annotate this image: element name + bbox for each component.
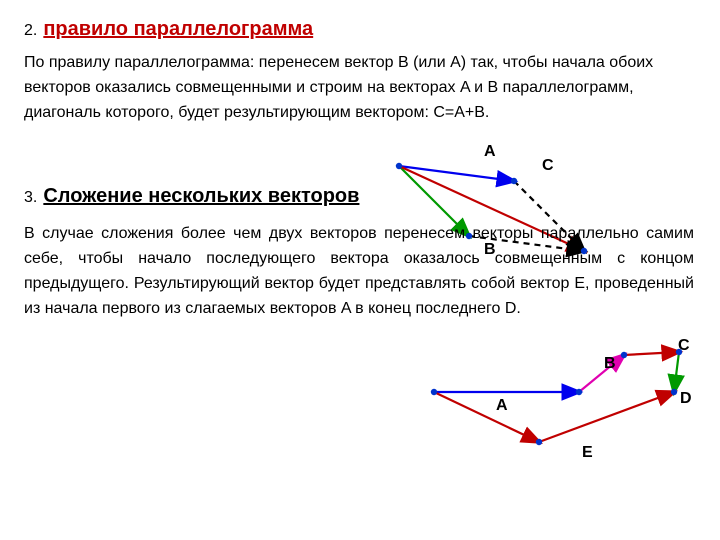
section2-body: По правилу параллелограмма: перенесем ве… bbox=[24, 51, 694, 125]
polygon-diagram bbox=[419, 337, 699, 457]
section3-number: 3. bbox=[24, 189, 37, 207]
section2-body-wrap: По правилу параллелограмма: перенесем ве… bbox=[24, 51, 696, 125]
diagram2-label-d: D bbox=[680, 390, 692, 408]
section3-title: Сложение нескольких векторов bbox=[43, 185, 359, 208]
section3-body-wrap: В случае сложения более чем двух векторо… bbox=[24, 222, 696, 321]
diagram1-label-c: C bbox=[542, 157, 554, 175]
diagram2-label-c: C bbox=[678, 337, 690, 355]
section2-title: правило параллелограмма bbox=[43, 18, 313, 41]
section2-number: 2. bbox=[24, 22, 37, 40]
diagram2-label-b: B bbox=[604, 355, 616, 373]
diagram2-label-a: A bbox=[496, 397, 508, 415]
section3-body: В случае сложения более чем двух векторо… bbox=[24, 222, 694, 321]
diagram2-label-e: E bbox=[582, 444, 593, 462]
diagram1-label-a: A bbox=[484, 143, 496, 161]
section2-heading: 2. правило параллелограмма bbox=[24, 18, 696, 41]
